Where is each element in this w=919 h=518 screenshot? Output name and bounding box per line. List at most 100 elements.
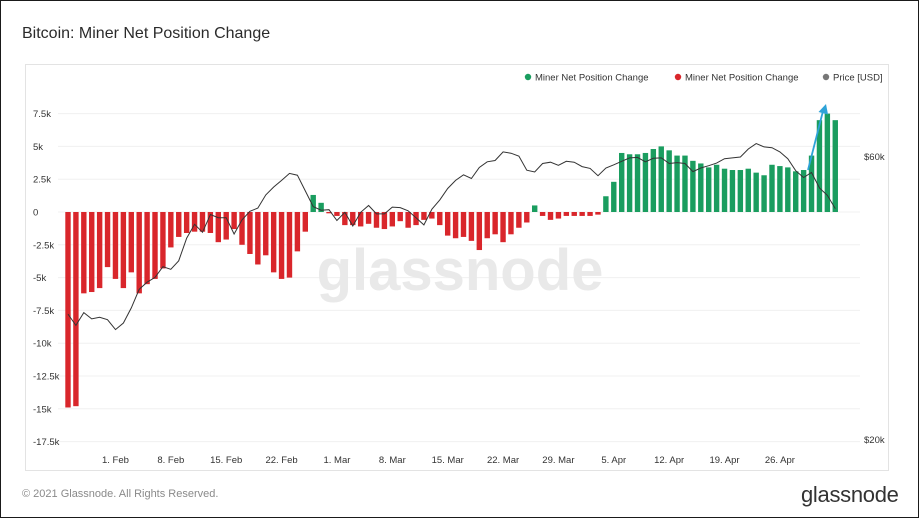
legend-marker[interactable] bbox=[822, 73, 830, 81]
bar bbox=[444, 212, 451, 236]
bar bbox=[603, 196, 609, 212]
bar bbox=[421, 212, 427, 220]
bar bbox=[373, 212, 380, 228]
y-axis-left: 7.5k 5k 2.5k 0 -2.5k -5k -7.5k -10k -12.5k -15k -1… bbox=[33, 109, 60, 448]
legend-label[interactable]: Price [USD] bbox=[833, 73, 883, 84]
bar bbox=[81, 212, 87, 294]
x-tick-label: 15. Feb bbox=[210, 455, 242, 466]
legend-label[interactable]: Miner Net Position Change bbox=[685, 73, 799, 84]
bar bbox=[468, 212, 475, 241]
y-tick-label: -17.5k bbox=[33, 437, 60, 448]
chart-title: Bitcoin: Miner Net Position Change bbox=[22, 25, 271, 42]
y-tick-label: -7.5k bbox=[33, 306, 54, 317]
x-tick-label: 8. Feb bbox=[157, 455, 184, 466]
legend-marker[interactable] bbox=[524, 73, 532, 81]
bar bbox=[342, 212, 348, 226]
bar bbox=[650, 149, 657, 212]
bar bbox=[112, 212, 119, 279]
bar bbox=[476, 212, 483, 251]
bar bbox=[326, 212, 332, 214]
bar bbox=[571, 212, 577, 216]
x-tick-label: 1. Feb bbox=[102, 455, 129, 466]
bar bbox=[310, 194, 316, 212]
x-tick-label: 5. Apr bbox=[601, 455, 626, 466]
bar bbox=[626, 154, 633, 212]
bar bbox=[294, 212, 301, 252]
bar bbox=[215, 212, 221, 243]
x-tick-label: 1. Mar bbox=[323, 455, 350, 466]
x-tick-label: 8. Mar bbox=[379, 455, 406, 466]
bars bbox=[65, 113, 838, 408]
legend-label[interactable]: Miner Net Position Change bbox=[535, 73, 649, 84]
copyright-text: © 2021 Glassnode. All Rights Reserved. bbox=[22, 488, 219, 500]
x-tick-label: 19. Apr bbox=[709, 455, 739, 466]
glassnode-logo[interactable]: glassnode bbox=[801, 482, 899, 507]
x-axis: 1. Feb 8. Feb 15. Feb 22. Feb 1. Mar 8. Mar 15… bbox=[102, 455, 795, 466]
bar bbox=[334, 212, 340, 216]
bar bbox=[658, 146, 664, 212]
bar bbox=[381, 212, 388, 230]
y-tick-label: -10k bbox=[33, 339, 52, 350]
chart-panel bbox=[25, 64, 889, 471]
x-tick-label: 26. Apr bbox=[765, 455, 795, 466]
grid-lines bbox=[58, 113, 860, 443]
legend[interactable]: Miner Net Position Change Miner Net Posit… bbox=[524, 73, 883, 84]
bar bbox=[516, 212, 522, 228]
bar bbox=[674, 155, 680, 212]
y-tick-label: 5k bbox=[33, 142, 43, 153]
bar bbox=[389, 212, 396, 227]
legend-marker[interactable] bbox=[674, 73, 682, 81]
bar bbox=[452, 212, 459, 239]
bar bbox=[413, 212, 419, 226]
x-tick-label: 22. Feb bbox=[265, 455, 297, 466]
bar bbox=[223, 212, 229, 240]
bar bbox=[634, 154, 641, 212]
y-tick-label: -5k bbox=[33, 273, 46, 284]
y-right-tick-label: $20k bbox=[864, 435, 885, 446]
x-tick-label: 12. Apr bbox=[654, 455, 684, 466]
y-tick-label: 0 bbox=[33, 208, 38, 219]
bar bbox=[619, 152, 625, 212]
bar bbox=[579, 212, 585, 216]
bar bbox=[405, 212, 411, 228]
bar bbox=[808, 155, 815, 212]
y-tick-label: -15k bbox=[33, 404, 52, 415]
bar bbox=[231, 212, 237, 230]
y-right-tick-label: $60k bbox=[864, 152, 885, 163]
bar bbox=[357, 212, 364, 227]
bar bbox=[429, 212, 435, 219]
bar bbox=[73, 212, 79, 407]
bar bbox=[706, 167, 712, 212]
bar bbox=[793, 171, 799, 212]
y-tick-label: -12.5k bbox=[33, 372, 60, 383]
arrow-shaft bbox=[807, 110, 824, 171]
bar bbox=[563, 212, 570, 216]
price-series bbox=[67, 143, 836, 331]
bar bbox=[777, 166, 783, 212]
bar bbox=[753, 172, 759, 212]
bar bbox=[642, 152, 649, 212]
bar bbox=[120, 212, 127, 289]
bar bbox=[144, 212, 150, 285]
bar bbox=[587, 212, 593, 216]
bar bbox=[547, 212, 554, 220]
x-tick-label: 22. Mar bbox=[487, 455, 519, 466]
bar bbox=[508, 212, 514, 235]
bar bbox=[255, 212, 261, 265]
bar bbox=[484, 212, 490, 239]
bar bbox=[524, 212, 530, 223]
bar bbox=[278, 212, 285, 279]
bar bbox=[769, 164, 775, 212]
bar bbox=[350, 212, 356, 226]
bar bbox=[397, 212, 403, 222]
bar bbox=[492, 212, 498, 235]
bar bbox=[745, 168, 751, 212]
bar bbox=[318, 202, 324, 212]
bar bbox=[89, 212, 95, 293]
bar bbox=[824, 113, 831, 212]
bar bbox=[263, 212, 269, 256]
bar bbox=[690, 160, 696, 212]
bar bbox=[152, 212, 158, 279]
bar bbox=[136, 212, 142, 294]
